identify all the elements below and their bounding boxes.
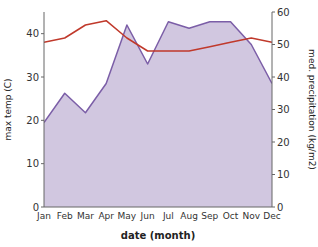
y2-tick-label: 60	[277, 7, 290, 18]
x-tick-label: Oct	[223, 211, 239, 221]
y-tick-label: 10	[26, 158, 39, 169]
x-tick-label: Apr	[98, 211, 114, 221]
area-fill	[44, 22, 272, 207]
y-tick-label: 30	[26, 72, 39, 83]
x-tick-label: Jun	[140, 211, 155, 221]
y2-tick	[272, 12, 275, 13]
y-axis-title: max temp (C)	[3, 78, 13, 140]
x-axis-line	[44, 207, 272, 208]
x-tick-label: Jul	[162, 211, 174, 221]
y2-tick	[272, 44, 275, 45]
x-tick-label: Aug	[180, 211, 198, 221]
x-tick-label: Nov	[242, 211, 260, 221]
y2-tick-label: 50	[277, 39, 290, 50]
x-tick-label: Mar	[77, 211, 94, 221]
y2-tick	[272, 174, 275, 175]
y2-tick	[272, 207, 275, 208]
x-tick-label: Feb	[57, 211, 73, 221]
y-tick	[41, 33, 44, 34]
y2-tick-label: 10	[277, 169, 290, 180]
y-tick-label: 40	[26, 28, 39, 39]
y-tick	[41, 163, 44, 164]
plot-area	[44, 21, 272, 207]
y-tick-label: 20	[26, 115, 39, 126]
x-tick-label: May	[118, 211, 137, 221]
y2-axis-title: med. precipitation (kg/m2)	[307, 49, 317, 170]
y2-tick	[272, 142, 275, 143]
y2-tick	[272, 109, 275, 110]
x-tick-label: Dec	[263, 211, 280, 221]
y2-tick-label: 30	[277, 104, 290, 115]
y-tick	[41, 77, 44, 78]
y-tick	[41, 120, 44, 121]
x-tick-label: Jan	[36, 211, 51, 221]
line	[44, 21, 272, 51]
y-axis-line	[44, 12, 45, 207]
x-tick-label: Sep	[201, 211, 218, 221]
y-tick	[41, 207, 44, 208]
chart: 0102030400102030405060JanFebMarAprMayJun…	[0, 0, 318, 247]
area-line	[44, 22, 272, 123]
y2-tick	[272, 77, 275, 78]
y2-tick-label: 20	[277, 137, 290, 148]
x-axis-title: date (month)	[121, 230, 195, 241]
y2-tick-label: 40	[277, 72, 290, 83]
